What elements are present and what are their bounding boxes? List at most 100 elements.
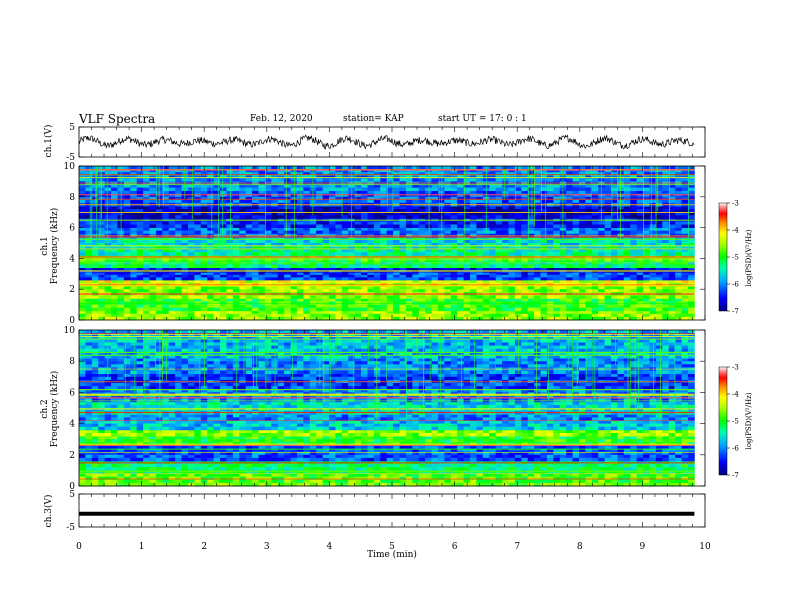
ch1-spectrogram-cell [457,239,464,244]
ch1-spectrogram-cell [136,239,144,244]
ch1-spectrogram-cell [341,206,349,210]
ch1-spectrogram-cell [585,206,593,210]
ch1-spectrogram-cell [636,169,644,173]
ch1-spectrogram-cell [136,169,144,173]
ch1-spectrogram-cell [175,178,182,182]
ch1-spectrogram-cell [290,252,298,256]
ch1-spectrogram-cell [643,224,650,228]
ch1-spectrogram-cell [585,239,593,244]
ch1-spectrogram-cell [527,230,535,235]
ch1-spectrogram-cell [405,304,413,309]
ch1-spectrogram-cell [309,243,317,247]
ch1-spectrogram-cell [328,212,336,216]
ch1-spectrogram-cell [200,272,208,276]
ch1-spectrogram-cell [361,310,368,315]
ch1-spectrogram-cell [566,274,573,278]
ch1-spectrogram-cell [611,307,618,312]
ch1-spectrogram-cell [168,239,176,244]
ch1-spectrogram-cell [393,264,400,269]
ch1-spectrogram-cell [585,307,593,312]
ch1-spectrogram-cell [476,264,484,269]
ch1-spectrogram-cell [373,175,381,179]
ch1-spectrogram [79,166,695,321]
ch1-spectrogram-cell [361,187,368,192]
ch1-spectrogram-cell [277,249,285,253]
ch1-spectrogram-cell [662,246,670,250]
ch1-spectrogram-cell [393,243,400,247]
ch1-spectrogram-cell [335,169,343,173]
ch1-spectrogram-cell [341,304,349,309]
ch1-spectrogram-cell [604,206,612,210]
ch1-spectrogram-cell [649,289,657,293]
ch1-spectrogram-cell [444,172,452,176]
ch1-spectrogram-cell [470,239,477,244]
ch1-spectrogram-cell [425,230,432,235]
ch1-spectrogram-cell [232,252,240,256]
ch1-spectrogram-cell [322,199,330,204]
ch1-spectrogram-cell [502,169,509,173]
ch1-spectrogram-cell [649,206,657,210]
ch1-spectrogram-cell [470,187,477,192]
ch1-spectrogram-cell [553,258,561,262]
ch1-spectrogram-cell [194,304,202,309]
ch1-spectrogram-cell [444,215,452,219]
ch1-spectrogram-cell [643,252,650,256]
ch1-spectrogram-cell [380,166,388,170]
ch1-spectrogram-cell [482,236,490,241]
ch1-spectrogram-cell [245,206,253,210]
ch1-spectrogram-cell [534,175,541,179]
ch1-spectrogram-cell [130,221,138,225]
ch1-spectrogram-cell [239,243,247,247]
ch1-spectrogram-cell [136,310,144,315]
ch1-spectrogram-cell [245,272,253,276]
ch1-spectrogram-cell [296,215,304,219]
ch1-spectrogram-cell [245,264,253,269]
ch1-spectrogram-cell [611,274,618,278]
ch1-spectrogram-cell [111,264,118,269]
ch1-spectrogram-cell [643,279,650,284]
ch1-spectrogram-cell [598,221,606,225]
ch1-spectrogram-cell [514,215,522,219]
ch1-spectrogram-cell [604,227,612,232]
ch1-spectrogram-cell [296,289,304,293]
ch1-spectrogram-cell [431,224,439,228]
ch1-spectrogram-cell [675,175,682,179]
ch1-spectrogram-cell [284,243,291,247]
ch1-spectrogram-cell [328,215,336,219]
ch1-spectrogram-cell [675,277,682,281]
ch1-spectrogram-cell [200,178,208,182]
ch1-spectrogram-cell [399,172,407,176]
ch1-spectrogram-cell [611,196,618,201]
ch1-spectrogram-cell [354,267,362,271]
ch1-spectrogram-cell [194,307,202,312]
ch1-spectrogram-cell [386,264,394,269]
ch1-spectrogram-cell [405,252,413,256]
ch1-spectrogram-cell [572,236,580,241]
ch1-spectrogram-cell [149,212,157,216]
ch1-spectrogram-cell [187,230,195,235]
ch1-spectrogram-cell [540,264,548,269]
ch1-spectrogram-cell [514,227,522,232]
ch1-spectrogram-cell [309,307,317,312]
ch1-spectrogram-cell [444,187,452,192]
ch1-spectrogram-cell [502,239,509,244]
ch1-spectrogram-cell [418,307,426,312]
ch1-spectrogram-cell [687,227,695,232]
ch1-spectrogram-cell [508,246,516,250]
ch1-spectrogram-cell [361,295,368,299]
ch1-spectrogram-cell [489,246,497,250]
ch1-spectrogram-cell [290,209,298,213]
ch1-spectrogram-cell [476,304,484,309]
ch1-spectrogram-cell [425,277,432,281]
ch1-spectrogram-cell [187,175,195,179]
ch1-spectrogram-cell [98,298,106,302]
ch1-spectrogram-cell [559,272,567,276]
ch1-spectrogram-cell [168,196,176,201]
ch1-spectrogram-cell [675,212,682,216]
ch1-spectrogram-cell [662,215,670,219]
ch1-spectrogram-cell [514,196,522,201]
ch1-spectrogram-cell [687,178,695,182]
ch1-spectrogram-cell [111,227,118,232]
ch1-spectrogram-cell [303,258,311,262]
ch1-spectrogram-cell [399,209,407,213]
